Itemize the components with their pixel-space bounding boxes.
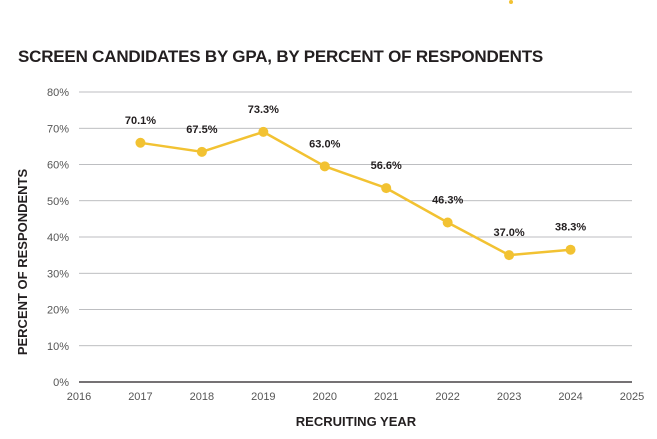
data-point <box>442 217 453 228</box>
data-label: 70.1% <box>125 115 156 127</box>
data-label: 37.0% <box>494 227 525 239</box>
data-point <box>319 161 330 172</box>
x-tick-label: 2022 <box>435 391 459 403</box>
gridlines <box>79 91 632 383</box>
chart-title: SCREEN CANDIDATES BY GPA, BY PERCENT OF … <box>18 47 544 66</box>
series-line <box>140 130 571 257</box>
data-label: 67.5% <box>186 124 217 136</box>
x-tick-label: 2016 <box>67 391 91 403</box>
y-tick-label: 0% <box>53 377 69 389</box>
x-tick-label: 2020 <box>313 391 337 403</box>
decorative-dot <box>509 0 513 4</box>
y-tick-labels: 0% 10% 20% 30% 40% 50% 60% 70% 80% <box>47 87 69 389</box>
data-label: 56.6% <box>371 160 402 172</box>
x-tick-label: 2025 <box>620 391 644 403</box>
data-point <box>196 146 207 157</box>
data-point <box>504 250 515 261</box>
y-tick-label: 20% <box>47 305 69 317</box>
x-tick-label: 2023 <box>497 391 521 403</box>
y-tick-label: 80% <box>47 87 69 99</box>
data-label: 63.0% <box>309 138 340 150</box>
data-label: 38.3% <box>555 222 586 234</box>
x-tick-labels: 2016 2017 2018 2019 2020 2021 2022 2023 2024 2025 <box>67 391 644 403</box>
x-tick-label: 2019 <box>251 391 275 403</box>
data-points <box>135 126 576 261</box>
data-point <box>135 137 146 148</box>
y-tick-label: 40% <box>47 232 69 244</box>
x-tick-label: 2024 <box>558 391 582 403</box>
data-labels: 70.1% 67.5% 73.3% 63.0% 56.6% 46.3% 37.0% 38.3% <box>125 104 587 239</box>
data-label: 73.3% <box>248 104 279 116</box>
x-axis-title: RECRUITING YEAR <box>296 414 417 429</box>
x-tick-label: 2017 <box>128 391 152 403</box>
x-tick-label: 2021 <box>374 391 398 403</box>
y-tick-label: 70% <box>47 123 69 135</box>
y-tick-label: 50% <box>47 196 69 208</box>
data-point <box>565 244 576 255</box>
y-tick-label: 60% <box>47 160 69 172</box>
data-point <box>258 126 269 137</box>
data-label: 46.3% <box>432 195 463 207</box>
x-tick-label: 2018 <box>190 391 214 403</box>
data-point <box>381 183 392 194</box>
y-tick-label: 10% <box>47 341 69 353</box>
y-tick-label: 30% <box>47 268 69 280</box>
y-axis-title: PERCENT OF RESPONDENTS <box>15 168 30 355</box>
